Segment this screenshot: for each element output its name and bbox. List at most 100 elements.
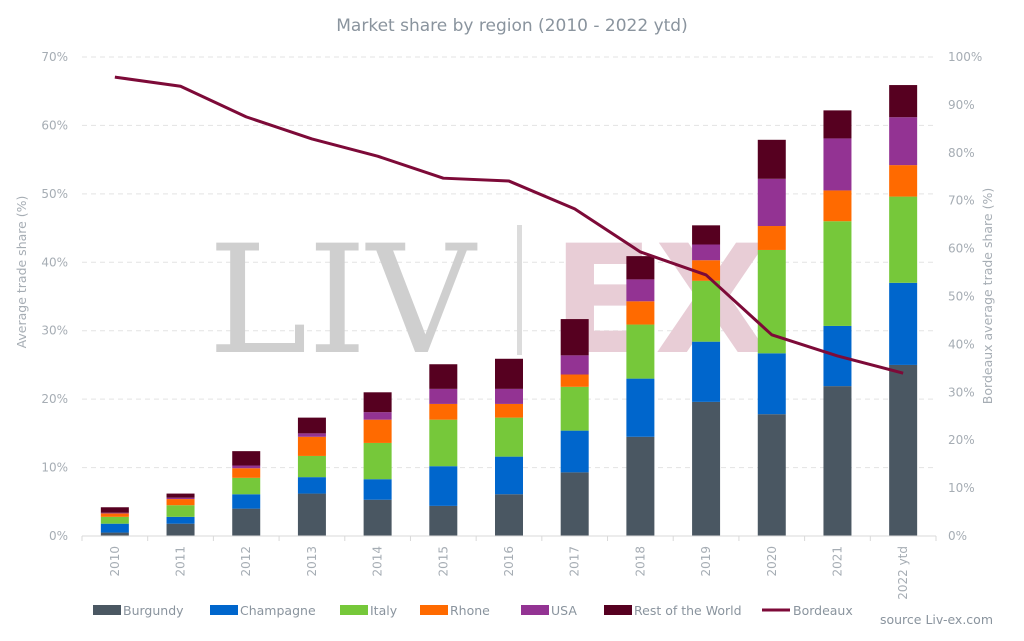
bar-champagne [757,353,786,415]
x-tick-label: 2019 [699,546,713,577]
bar-rest-of-the-world [626,256,655,280]
legend-swatch [604,605,632,615]
bar-usa [495,388,523,404]
bar-champagne [100,523,129,533]
bar-burgundy [823,386,852,536]
bar-rhone [626,301,655,325]
bar-usa [823,138,852,191]
y2-tick-label: 50% [948,290,975,304]
y-tick-label: 30% [41,324,68,338]
bar-rest-of-the-world [297,417,326,434]
bar-usa [232,465,261,469]
bar-champagne [560,430,589,473]
bar-burgundy [100,532,129,536]
legend-swatch [521,605,549,615]
bar-rhone [692,260,721,281]
bar-champagne [232,494,261,509]
y-tick-label: 40% [41,255,68,269]
bar-rhone [429,403,458,420]
bar-champagne [363,479,392,500]
y2-tick-label: 100% [948,50,982,64]
x-tick-label: 2018 [633,546,647,577]
bar-usa [100,512,129,514]
bar-burgundy [626,436,655,536]
legend-label: Burgundy [123,603,184,618]
x-tick-label: 2014 [371,546,385,577]
chart-title: Market share by region (2010 - 2022 ytd) [336,16,687,36]
bar-rest-of-the-world [757,139,786,179]
bar-italy [100,516,129,524]
bar-italy [166,505,195,517]
bar-italy [889,196,918,283]
bar-burgundy [232,508,261,536]
bar-burgundy [363,499,392,536]
y2-tick-label: 90% [948,98,975,112]
legend-label: Bordeaux [793,603,853,618]
legend-swatch [210,605,238,615]
y2-tick-label: 70% [948,194,975,208]
x-tick-label: 2022 ytd [896,546,910,600]
bar-italy [823,221,852,326]
bar-italy [363,442,392,480]
legend-label: USA [551,603,577,618]
bar-rhone [495,403,523,418]
x-tick-label: 2020 [765,546,779,577]
y-tick-label: 0% [49,529,68,543]
y2-tick-label: 0% [948,529,967,543]
liv-ex-watermark: LIV EX [208,214,770,388]
bar-usa [166,497,195,500]
bar-italy [495,417,523,457]
legend-item: Bordeaux [762,603,853,618]
bar-usa [626,279,655,302]
bar-rhone [363,419,392,443]
y2-axis-label: Bordeaux average trade share (%) [980,188,995,404]
legend-item: USA [521,603,577,618]
bar-rest-of-the-world [889,85,918,118]
x-tick-label: 2021 [830,546,844,577]
legend-label: Rhone [450,603,490,618]
bar-burgundy [889,364,918,536]
bar-rest-of-the-world [823,110,852,139]
bar-usa [692,244,721,261]
legend-swatch [340,605,368,615]
bar-rhone [757,226,786,250]
bar-rest-of-the-world [232,451,261,466]
bar-rhone [100,513,129,517]
y2-tick-label: 80% [948,146,975,160]
bar-champagne [626,378,655,437]
bar-italy [232,477,261,495]
bar-champagne [297,477,326,494]
bar-usa [363,412,392,420]
bar-champagne [692,341,721,402]
y-tick-label: 10% [41,461,68,475]
bar-usa [560,355,589,375]
legend-item: Rest of the World [604,603,742,618]
x-tick-label: 2010 [108,546,122,577]
legend-item: Champagne [210,603,316,618]
y-tick-label: 70% [41,50,68,64]
bar-champagne [166,516,195,524]
bar-rhone [297,436,326,456]
bar-burgundy [560,472,589,536]
bar-rest-of-the-world [166,493,195,498]
bar-usa [297,433,326,437]
legend-swatch [420,605,448,615]
y2-tick-label: 40% [948,337,975,351]
bar-burgundy [166,523,195,536]
bar-champagne [889,282,918,365]
source-note: source Liv-ex.com [880,612,993,627]
bar-burgundy [757,414,786,536]
legend-item: Burgundy [93,603,184,618]
bar-usa [429,388,458,404]
bordeaux-line [114,75,904,375]
y-tick-label: 60% [41,118,68,132]
bar-rest-of-the-world [363,392,392,413]
legend-item: Italy [340,603,398,618]
y2-tick-label: 10% [948,481,975,495]
legend-label: Champagne [240,603,316,618]
bar-rest-of-the-world [429,364,458,389]
y2-tick-label: 60% [948,242,975,256]
bar-rhone [166,499,195,506]
bar-italy [692,280,721,342]
